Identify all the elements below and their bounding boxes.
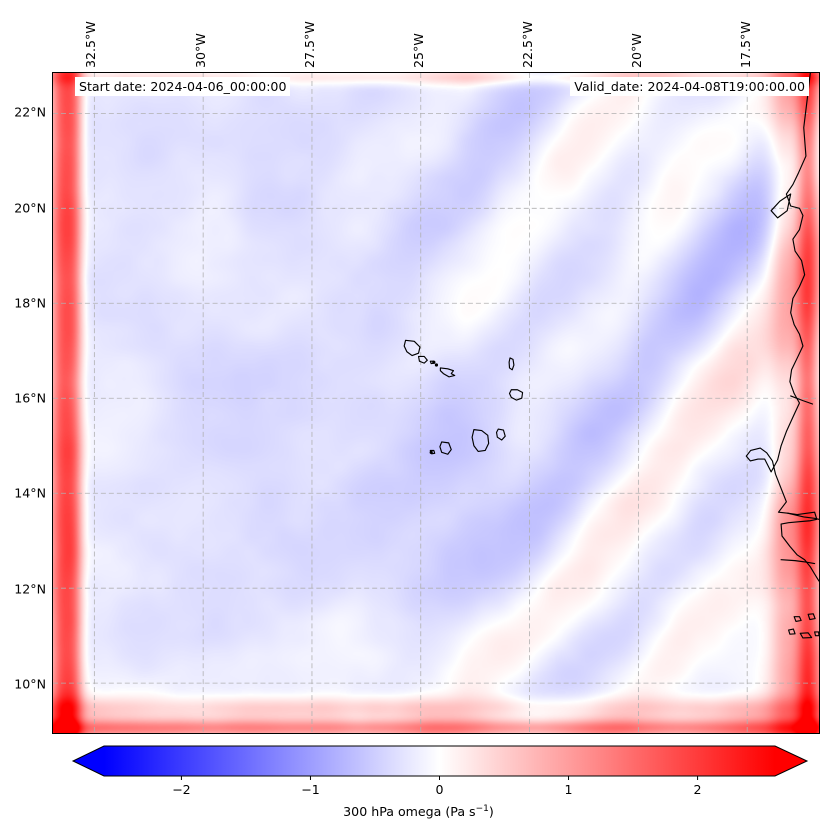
longitude-tick-label-6: 17.5°W	[738, 21, 753, 68]
longitude-tick-label-1: 30°W	[192, 33, 208, 68]
colorbar-tick-label-1: −1	[301, 782, 320, 797]
colorbar-label-exponent: −1	[475, 804, 489, 814]
longitude-tick-label-3: 25°W	[410, 33, 426, 68]
latitude-tick-label-1: 20°N	[14, 200, 46, 216]
colorbar: 300 hPa omega (Pa s−1) −2 −1 0 1 2	[0, 744, 837, 839]
latitude-tick-label-3: 16°N	[14, 390, 46, 406]
omega-field-heatmap	[53, 73, 819, 733]
latitude-tick-label-6: 10°N	[14, 676, 46, 692]
latitude-tick-axis: 22°N 20°N 18°N 16°N 14°N 12°N 10°N	[0, 72, 46, 734]
latitude-tick-label-4: 14°N	[14, 485, 46, 501]
valid-date-annotation: Valid_date: 2024-04-08T19:00:00.00	[570, 77, 809, 96]
colorbar-tick-label-2: 0	[435, 782, 444, 797]
colorbar-extend-min-arrow	[73, 746, 104, 776]
latitude-tick-label-0: 22°N	[14, 104, 46, 120]
longitude-tick-label-5: 20°W	[628, 33, 644, 68]
latitude-tick-label-5: 12°N	[14, 581, 46, 597]
longitude-tick-label-0: 32.5°W	[83, 21, 99, 68]
longitude-tick-axis: 32.5°W 30°W 27.5°W 25°W 22.5°W 20°W 17.5°W	[52, 0, 820, 72]
map-plot-area[interactable]: Start date: 2024-04-06_00:00:00 Valid_da…	[52, 72, 820, 734]
longitude-tick-label-2: 27.5°W	[301, 21, 317, 68]
colorbar-extend-max-arrow	[775, 746, 807, 776]
colorbar-tick-label-3: 1	[564, 782, 573, 797]
colorbar-label-text: 300 hPa omega (Pa s	[343, 804, 476, 820]
colorbar-axis-label: 300 hPa omega (Pa s−1)	[0, 804, 837, 819]
colorbar-body	[104, 746, 775, 776]
colorbar-outline	[71, 745, 809, 777]
latitude-tick-label-2: 18°N	[14, 295, 46, 311]
start-date-annotation: Start date: 2024-04-06_00:00:00	[75, 77, 291, 96]
colorbar-gradient	[71, 745, 809, 780]
colorbar-tick-label-0: −2	[172, 782, 191, 797]
longitude-tick-label-4: 22.5°W	[519, 21, 535, 68]
colorbar-label-tail: )	[488, 804, 494, 820]
colorbar-tick-label-4: 2	[693, 782, 702, 797]
